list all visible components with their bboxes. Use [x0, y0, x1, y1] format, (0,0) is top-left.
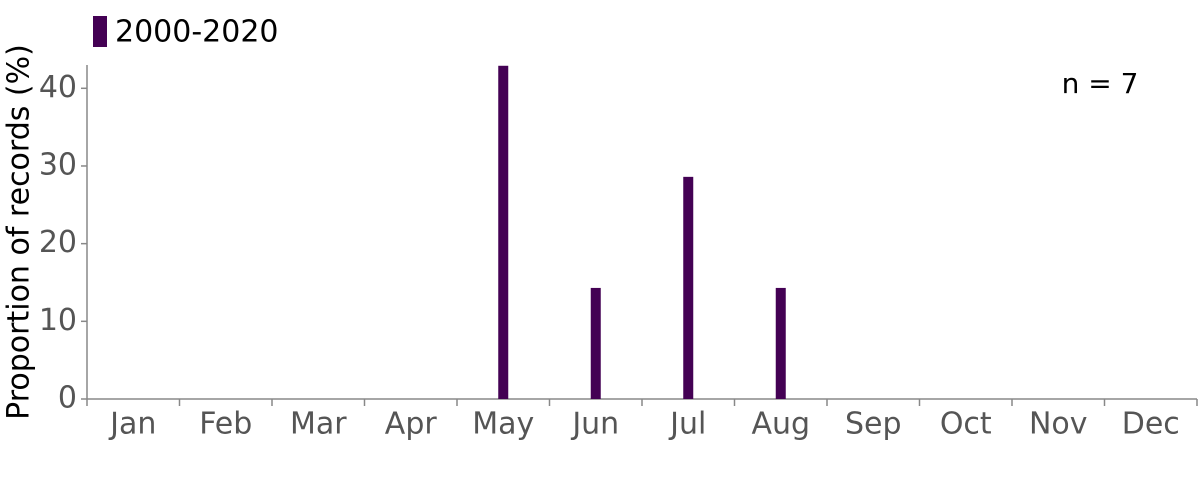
x-tick-label: Jul — [668, 407, 706, 442]
x-tick-label: Nov — [1029, 407, 1088, 442]
x-tick-label: May — [472, 407, 534, 442]
bar — [775, 287, 786, 399]
y-tick-label: 20 — [39, 225, 77, 260]
y-axis-label: Proportion of records (%) — [2, 44, 37, 420]
x-tick-label: Aug — [751, 407, 810, 442]
x-tick-label: Sep — [845, 407, 902, 442]
x-tick-label: Feb — [199, 407, 252, 442]
legend-label: 2000-2020 — [115, 15, 279, 50]
x-tick-label: Apr — [385, 407, 438, 442]
x-tick-label: Oct — [940, 407, 992, 442]
legend-swatch — [93, 16, 107, 47]
bar — [590, 287, 601, 399]
y-tick-label: 10 — [39, 303, 77, 338]
x-tick-label: Jan — [108, 407, 156, 442]
y-tick-label: 30 — [39, 147, 77, 182]
bar — [683, 176, 694, 399]
annotation: n = 7 — [1062, 67, 1139, 100]
y-tick-label: 40 — [39, 70, 77, 105]
y-tick-label: 0 — [58, 381, 77, 416]
bar — [498, 65, 509, 400]
x-tick-label: Mar — [290, 407, 347, 442]
x-tick-label: Jun — [570, 407, 619, 442]
x-tick-label: Dec — [1122, 407, 1180, 442]
